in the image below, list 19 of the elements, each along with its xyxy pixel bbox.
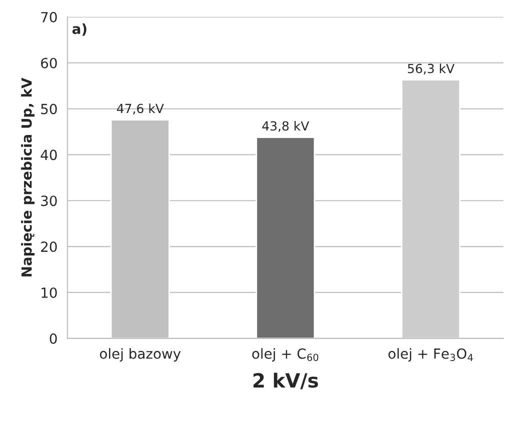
data-label: 56,3 kV [408,64,454,75]
y-tick-label: 10 [42,287,57,298]
bar [401,79,461,338]
y-axis-title: Napięcie przebicia Up, kV [21,78,35,276]
bar [256,136,316,338]
x-tick-label: olej bazowy [100,348,181,362]
y-tick-label: 40 [40,150,57,160]
y-tick-label: 20 [41,242,57,252]
data-label: 43,8 kV [262,120,310,132]
y-tick-label: 60 [41,58,57,68]
x-axis-title: 2 kV/s [254,372,318,390]
y-tick-label: 0 [50,333,57,344]
data-label: 47,6 kV [116,104,164,114]
y-tick-label: 70 [41,12,57,22]
annotation: a) [72,23,86,36]
y-tick-label: 30 [41,196,57,206]
y-tick-label: 50 [41,104,57,114]
x-tick-label: olej + C$_{60}$ [252,348,318,362]
x-tick-label: olej + Fe$_{3}$O$_{4}$ [388,348,473,362]
